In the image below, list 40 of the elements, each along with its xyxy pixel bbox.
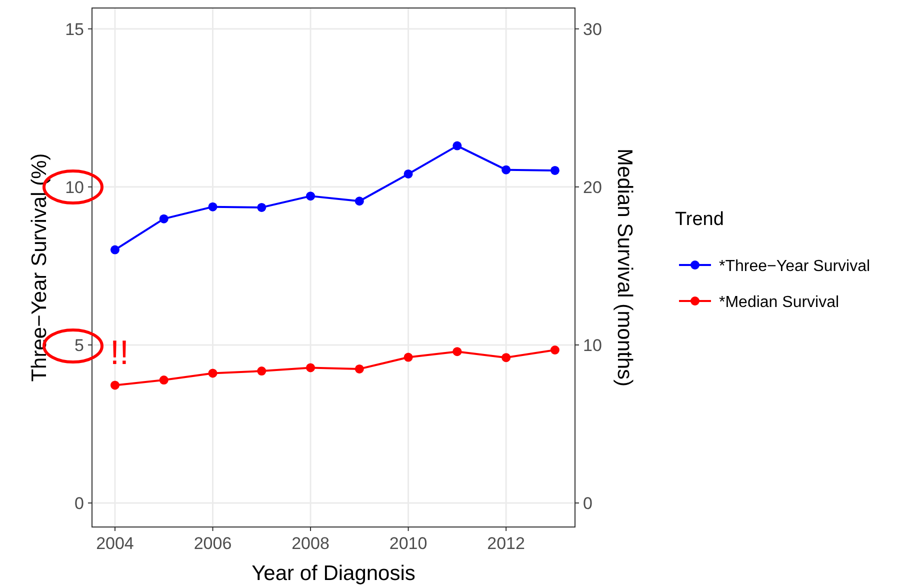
point	[159, 376, 168, 385]
legend-title: Trend	[675, 209, 724, 230]
y2-tick-label: 30	[583, 20, 602, 39]
y2-axis-title: Median Survival (months)	[613, 148, 636, 387]
point	[354, 196, 364, 206]
point	[306, 363, 316, 372]
y2-tick-label: 10	[583, 336, 602, 355]
legend-label: *Three−Year Survival	[719, 258, 870, 275]
x-tick-label: 2010	[389, 534, 428, 553]
y-tick-label: 15	[65, 20, 84, 39]
point	[404, 169, 413, 178]
point	[452, 141, 462, 150]
y-tick-label: 0	[74, 494, 84, 513]
y-axis-title: Three−Year Survival (%)	[28, 153, 51, 382]
point	[404, 352, 413, 362]
point	[110, 245, 120, 254]
x-axis-title: Year of Diagnosis	[252, 562, 416, 585]
y-tick-label: 5	[74, 336, 84, 355]
x-tick-label: 2004	[96, 534, 134, 553]
point	[550, 166, 560, 175]
point	[257, 366, 266, 376]
point	[110, 380, 120, 390]
point	[502, 353, 511, 362]
point	[354, 364, 364, 374]
x-tick-label: 2006	[194, 534, 232, 553]
point	[257, 202, 266, 212]
y2-tick-label: 20	[583, 178, 602, 197]
x-tick-label: 2012	[487, 534, 525, 553]
point	[452, 347, 462, 356]
point	[208, 368, 218, 378]
legend-label: *Median Survival	[719, 294, 840, 311]
y-tick-label: 10	[65, 178, 84, 197]
point	[306, 192, 316, 201]
x-tick-label: 2008	[292, 534, 330, 553]
y2-tick-label: 0	[583, 494, 592, 513]
point	[502, 165, 511, 174]
point	[550, 345, 560, 354]
point	[159, 214, 168, 224]
point	[208, 202, 218, 212]
annotation: !!	[110, 334, 129, 372]
